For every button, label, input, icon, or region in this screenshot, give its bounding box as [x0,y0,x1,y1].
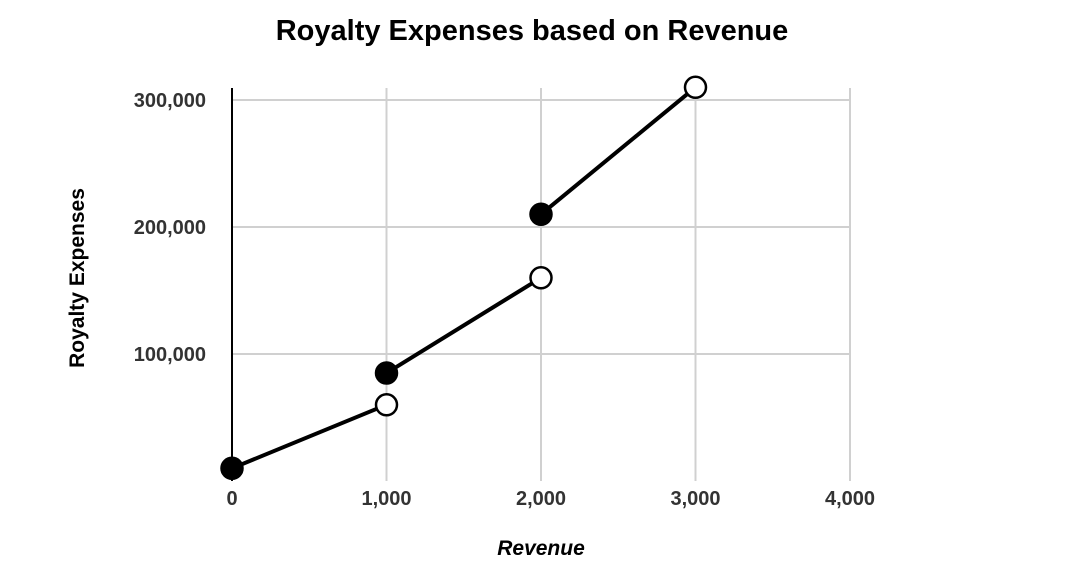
open-point [529,266,553,290]
line-segment [539,85,698,217]
filled-point [220,456,244,481]
x-tick-label: 2,000 [516,488,566,510]
chart-title: Royalty Expenses based on Revenue [276,15,789,47]
gridlines [232,88,851,481]
open-point [683,75,708,100]
open-point [374,393,399,417]
x-tick-label: 3,000 [670,488,720,510]
x-tick-label: 4,000 [825,488,875,510]
line-segment [230,402,389,471]
line-segment [384,275,543,376]
x-tick-label: 0 [226,488,237,510]
data-series [220,75,708,481]
y-tick-label: 100,000 [134,344,206,366]
filled-point [529,202,553,227]
y-axis-title: Royalty Expenses [66,188,89,368]
filled-point [374,361,399,385]
x-axis-title: Revenue [497,537,585,560]
tick-labels: 0 1,000 2,000 3,000 4,000 100,000 200,000 300,0… [134,90,875,510]
y-tick-label: 200,000 [134,217,206,239]
y-tick-label: 300,000 [134,90,206,112]
x-tick-label: 1,000 [361,488,411,510]
